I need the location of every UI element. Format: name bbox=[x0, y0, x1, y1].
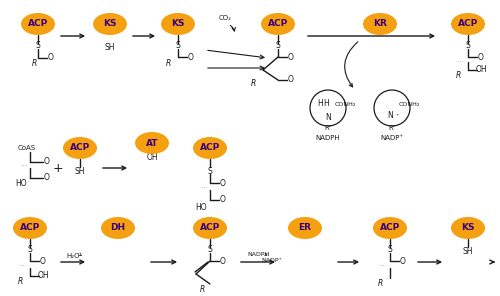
Text: KS: KS bbox=[461, 223, 475, 232]
Text: R: R bbox=[250, 80, 256, 89]
Text: CONH₂: CONH₂ bbox=[335, 102, 356, 107]
Ellipse shape bbox=[101, 217, 135, 239]
Text: ER: ER bbox=[298, 223, 312, 232]
Text: S: S bbox=[176, 41, 180, 51]
Text: DH: DH bbox=[110, 223, 126, 232]
Text: O: O bbox=[478, 52, 484, 62]
Ellipse shape bbox=[135, 132, 169, 154]
Text: ACP: ACP bbox=[458, 20, 478, 28]
Text: SH: SH bbox=[75, 166, 85, 176]
Text: KS: KS bbox=[104, 20, 117, 28]
Text: CO₂: CO₂ bbox=[218, 15, 232, 21]
Text: N: N bbox=[325, 113, 331, 123]
Ellipse shape bbox=[451, 217, 485, 239]
Text: HO: HO bbox=[195, 202, 206, 212]
Text: R': R' bbox=[388, 125, 396, 131]
Text: O: O bbox=[40, 257, 46, 266]
Text: ⁺: ⁺ bbox=[396, 113, 398, 118]
Ellipse shape bbox=[93, 13, 127, 35]
Text: ....: .... bbox=[20, 261, 26, 266]
Text: R: R bbox=[378, 279, 382, 289]
Text: ACP: ACP bbox=[70, 144, 90, 152]
Ellipse shape bbox=[363, 13, 397, 35]
Text: ....: .... bbox=[380, 261, 386, 266]
Text: OH: OH bbox=[37, 271, 49, 281]
Text: ACP: ACP bbox=[200, 144, 220, 152]
Text: O: O bbox=[288, 75, 294, 84]
Text: NADP⁺: NADP⁺ bbox=[262, 258, 282, 263]
Text: AT: AT bbox=[146, 139, 158, 147]
Ellipse shape bbox=[373, 217, 407, 239]
Text: N: N bbox=[387, 112, 393, 120]
Text: O: O bbox=[44, 173, 50, 183]
Text: OH: OH bbox=[475, 65, 487, 75]
Text: R': R' bbox=[324, 125, 332, 131]
Text: SH: SH bbox=[463, 247, 473, 255]
Text: R: R bbox=[32, 59, 36, 68]
Text: ....: .... bbox=[22, 163, 29, 168]
Text: O: O bbox=[400, 257, 406, 266]
Text: S: S bbox=[388, 245, 392, 255]
Text: ACP: ACP bbox=[200, 223, 220, 232]
Text: R: R bbox=[18, 278, 22, 287]
Text: SH: SH bbox=[105, 44, 115, 52]
Text: O: O bbox=[44, 157, 50, 166]
Ellipse shape bbox=[261, 13, 295, 35]
Text: ....: .... bbox=[200, 184, 207, 189]
Ellipse shape bbox=[63, 137, 97, 159]
Text: O: O bbox=[220, 178, 226, 187]
Text: KR: KR bbox=[373, 20, 387, 28]
Text: O: O bbox=[220, 257, 226, 266]
Text: ACP: ACP bbox=[20, 223, 40, 232]
Text: ACP: ACP bbox=[380, 223, 400, 232]
Ellipse shape bbox=[161, 13, 195, 35]
Text: HO: HO bbox=[15, 178, 26, 187]
Text: NADP⁺: NADP⁺ bbox=[380, 135, 404, 141]
Text: R: R bbox=[200, 284, 204, 294]
Text: O: O bbox=[220, 195, 226, 205]
Text: R: R bbox=[456, 72, 460, 81]
Text: ACP: ACP bbox=[28, 20, 48, 28]
Text: NADPH: NADPH bbox=[316, 135, 340, 141]
Ellipse shape bbox=[21, 13, 55, 35]
Text: S: S bbox=[466, 41, 470, 51]
Ellipse shape bbox=[193, 217, 227, 239]
Text: ACP: ACP bbox=[268, 20, 288, 28]
Text: S: S bbox=[28, 245, 32, 255]
Ellipse shape bbox=[193, 137, 227, 159]
Text: S: S bbox=[276, 41, 280, 51]
Text: R: R bbox=[166, 59, 170, 67]
Text: O: O bbox=[48, 54, 54, 62]
Text: H₂O: H₂O bbox=[66, 253, 80, 259]
Ellipse shape bbox=[451, 13, 485, 35]
Text: NADPH: NADPH bbox=[247, 252, 269, 257]
Ellipse shape bbox=[288, 217, 322, 239]
Ellipse shape bbox=[13, 217, 47, 239]
Text: ....: .... bbox=[456, 57, 464, 62]
Text: OH: OH bbox=[146, 154, 158, 163]
Text: O: O bbox=[188, 52, 194, 62]
Text: H: H bbox=[323, 99, 329, 109]
Text: +: + bbox=[52, 162, 64, 175]
Text: S: S bbox=[208, 245, 212, 255]
Text: CONH₂: CONH₂ bbox=[399, 102, 420, 107]
Text: O: O bbox=[288, 52, 294, 62]
Text: KS: KS bbox=[171, 20, 185, 28]
Text: H: H bbox=[317, 99, 323, 109]
Text: S: S bbox=[208, 166, 212, 176]
Text: S: S bbox=[36, 41, 41, 51]
Text: CoAS: CoAS bbox=[18, 145, 36, 151]
